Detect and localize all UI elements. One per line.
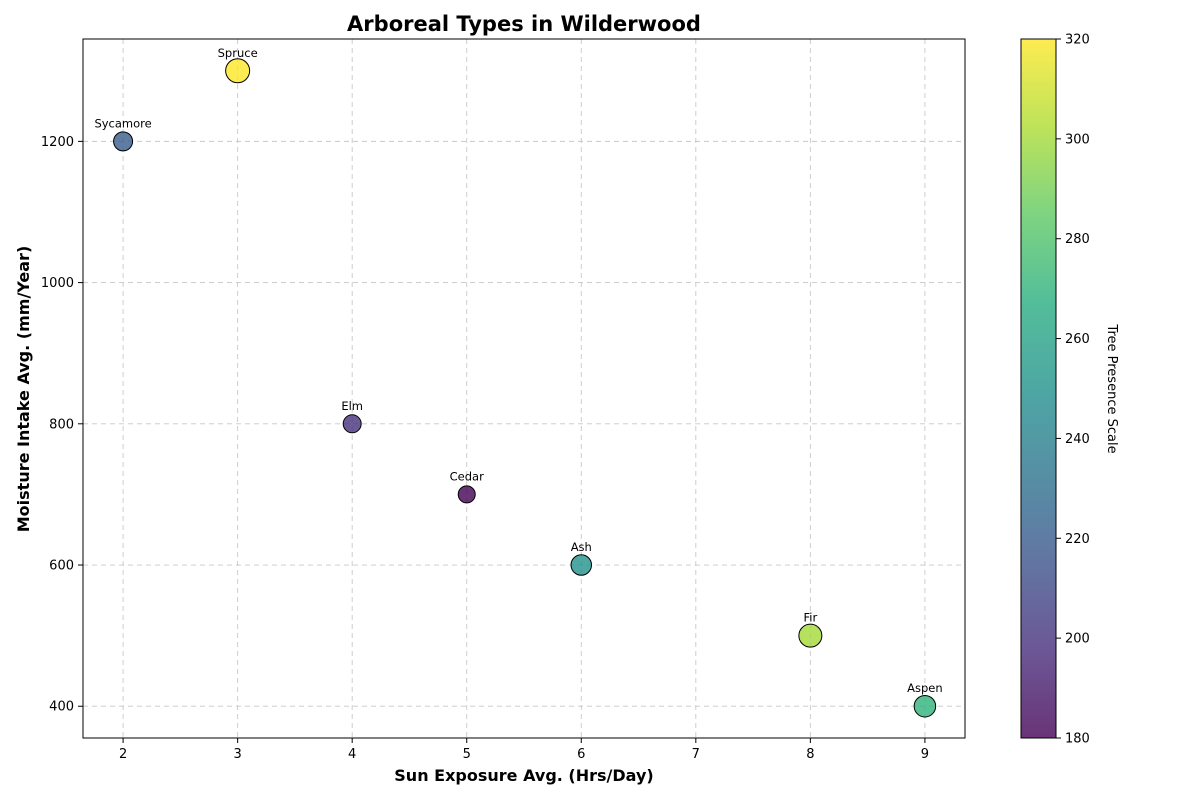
colorbar-tick-label: 300: [1065, 132, 1090, 147]
scatter-point: [457, 485, 476, 504]
x-tick-label: 7: [692, 747, 700, 762]
scatter-point: [798, 623, 823, 648]
colorbar: 180 200 220 240 260 280 300 320 Tree Presence S…: [1020, 33, 1119, 747]
x-tick-label: 9: [921, 747, 929, 762]
colorbar-tick-label: 320: [1065, 33, 1090, 48]
axis-ticks: 2 3 4 5 6 7 8 9 400 600 800 1000 1200: [41, 135, 929, 762]
data-points: Sycamore Spruce Elm Cedar Ash Fir Aspen: [94, 46, 943, 718]
colorbar-ticks: 180 200 220 240 260 280 300 320: [1056, 33, 1090, 747]
x-tick-label: 5: [463, 747, 471, 762]
colorbar-tick-label: 260: [1065, 332, 1090, 347]
point-label: Aspen: [907, 681, 943, 695]
plot-frame: [82, 38, 966, 739]
scatter-point: [342, 414, 362, 434]
grid-lines: [83, 39, 965, 738]
scatter-point: [913, 694, 937, 718]
y-axis-label: Moisture Intake Avg. (mm/Year): [14, 246, 33, 533]
point-label: Sycamore: [94, 116, 151, 130]
y-tick-label: 800: [49, 417, 74, 432]
scatter-point: [113, 131, 134, 152]
scatter-point: [570, 554, 593, 576]
y-tick-label: 400: [49, 700, 74, 715]
colorbar-label: Tree Presence Scale: [1104, 323, 1119, 453]
colorbar-tick-label: 240: [1065, 432, 1090, 447]
chart-title: Arboreal Types in Wilderwood: [347, 12, 701, 36]
x-tick-label: 2: [119, 747, 127, 762]
x-axis-label: Sun Exposure Avg. (Hrs/Day): [394, 766, 653, 785]
y-tick-label: 1200: [41, 135, 74, 150]
colorbar-tick-label: 180: [1065, 732, 1090, 747]
point-label: Fir: [804, 611, 818, 625]
scatter-point: [225, 58, 251, 84]
colorbar-gradient: [1020, 38, 1057, 739]
point-label: Cedar: [450, 469, 484, 483]
x-tick-label: 4: [348, 747, 356, 762]
x-tick-label: 3: [233, 747, 241, 762]
point-label: Spruce: [218, 46, 258, 60]
point-label: Elm: [341, 399, 363, 413]
x-tick-label: 8: [806, 747, 814, 762]
x-tick-label: 6: [577, 747, 585, 762]
y-tick-label: 600: [49, 559, 74, 574]
y-tick-label: 1000: [41, 276, 74, 291]
colorbar-tick-label: 200: [1065, 632, 1090, 647]
colorbar-tick-label: 280: [1065, 232, 1090, 247]
point-label: Ash: [571, 540, 592, 554]
colorbar-tick-label: 220: [1065, 532, 1090, 547]
